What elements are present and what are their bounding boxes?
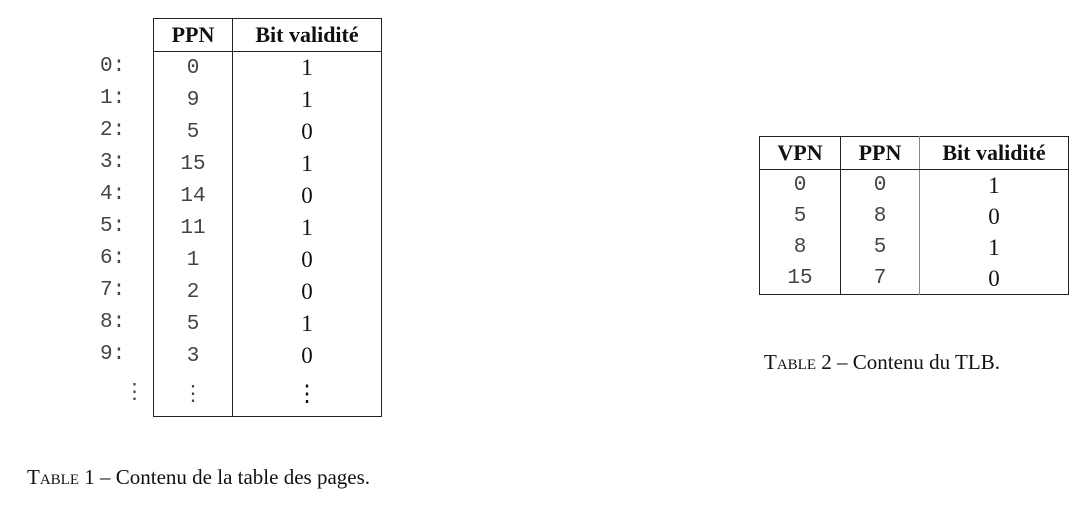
table-row: 14 0 bbox=[153, 180, 382, 212]
table-row-ellipsis: ⋮ ⋮ bbox=[153, 372, 382, 417]
row-index: 9: bbox=[100, 343, 126, 366]
table-row: 11 1 bbox=[153, 212, 382, 244]
table-header-row: PPN Bit validité bbox=[153, 18, 382, 52]
page-table-index-column: 0: 1: 2: 3: 4: 5: 6: 7: 8: 9: ⋮ bbox=[100, 51, 150, 415]
cell-vpn: 8 bbox=[759, 232, 841, 263]
cell-valid: 0 bbox=[988, 203, 1000, 229]
cell-ppn: 5 bbox=[840, 232, 920, 263]
row-index: 6: bbox=[100, 247, 126, 270]
header-ppn: PPN bbox=[153, 18, 233, 52]
cell-valid: 0 bbox=[301, 343, 313, 368]
cell-ppn: 0 bbox=[840, 169, 920, 201]
tlb-table: VPN PPN Bit validité 0 0 1 5 8 0 8 5 1 1… bbox=[759, 136, 1069, 295]
row-index: 1: bbox=[100, 87, 126, 110]
table-row: 3 0 bbox=[153, 340, 382, 372]
cell-ppn: 5 bbox=[153, 308, 233, 340]
cell-valid: 1 bbox=[301, 55, 313, 80]
cell-ppn: 11 bbox=[153, 212, 233, 244]
header-valid-bit: Bit validité bbox=[232, 18, 382, 52]
table2-caption: Table 2 – Contenu du TLB. bbox=[764, 350, 1000, 375]
row-index: 4: bbox=[100, 183, 126, 206]
table-row: 0 1 bbox=[153, 51, 382, 84]
table1-caption: Table 1 – Contenu de la table des pages. bbox=[27, 465, 370, 490]
table-row: 5 0 bbox=[153, 116, 382, 148]
cell-ppn: 15 bbox=[153, 148, 233, 180]
table-row: 8 5 1 bbox=[759, 232, 1069, 263]
cell-vpn: 5 bbox=[759, 201, 841, 232]
cell-ppn: 1 bbox=[153, 244, 233, 276]
row-index: 5: bbox=[100, 215, 126, 238]
cell-ppn: 9 bbox=[153, 84, 233, 116]
header-ppn: PPN bbox=[840, 136, 920, 170]
cell-ppn: 5 bbox=[153, 116, 233, 148]
index-ellipsis: ⋮ bbox=[124, 379, 145, 403]
table-row: 5 1 bbox=[153, 308, 382, 340]
cell-ppn: 2 bbox=[153, 276, 233, 308]
header-vpn: VPN bbox=[759, 136, 841, 170]
table-row: 5 8 0 bbox=[759, 201, 1069, 232]
table-row: 9 1 bbox=[153, 84, 382, 116]
cell-valid: 1 bbox=[301, 87, 313, 112]
cell-valid: 1 bbox=[301, 151, 313, 176]
cell-valid: 0 bbox=[301, 119, 313, 144]
cell-ppn: 8 bbox=[840, 201, 920, 232]
cell-ppn: 3 bbox=[153, 340, 233, 372]
page-table: PPN Bit validité 0 1 9 1 5 0 15 1 14 0 1… bbox=[153, 18, 382, 417]
cell-valid: 1 bbox=[988, 172, 1000, 198]
cell-valid: 1 bbox=[301, 215, 313, 240]
table-header-row: VPN PPN Bit validité bbox=[759, 136, 1069, 170]
row-index: 3: bbox=[100, 151, 126, 174]
ellipsis-valid: ⋮ bbox=[295, 381, 319, 406]
caption-label: Table 2 bbox=[764, 350, 832, 374]
cell-valid: 0 bbox=[301, 279, 313, 304]
caption-text: – Contenu de la table des pages. bbox=[94, 465, 371, 489]
cell-vpn: 15 bbox=[759, 263, 841, 295]
row-index: 0: bbox=[100, 55, 126, 78]
row-index: 2: bbox=[100, 119, 126, 142]
header-valid-bit: Bit validité bbox=[919, 136, 1069, 170]
cell-valid: 1 bbox=[301, 311, 313, 336]
cell-ppn: 14 bbox=[153, 180, 233, 212]
table-row: 2 0 bbox=[153, 276, 382, 308]
cell-valid: 0 bbox=[988, 265, 1000, 291]
table-row: 1 0 bbox=[153, 244, 382, 276]
cell-valid: 1 bbox=[988, 234, 1000, 260]
caption-text: – Contenu du TLB. bbox=[831, 350, 1000, 374]
table-row: 15 7 0 bbox=[759, 263, 1069, 295]
row-index: 7: bbox=[100, 279, 126, 302]
ellipsis-ppn: ⋮ bbox=[153, 372, 233, 417]
table-row: 15 1 bbox=[153, 148, 382, 180]
caption-label: Table 1 bbox=[27, 465, 95, 489]
cell-vpn: 0 bbox=[759, 169, 841, 201]
cell-ppn: 7 bbox=[840, 263, 920, 295]
cell-valid: 0 bbox=[301, 183, 313, 208]
cell-ppn: 0 bbox=[153, 51, 233, 84]
table-row: 0 0 1 bbox=[759, 169, 1069, 201]
row-index: 8: bbox=[100, 311, 126, 334]
cell-valid: 0 bbox=[301, 247, 313, 272]
